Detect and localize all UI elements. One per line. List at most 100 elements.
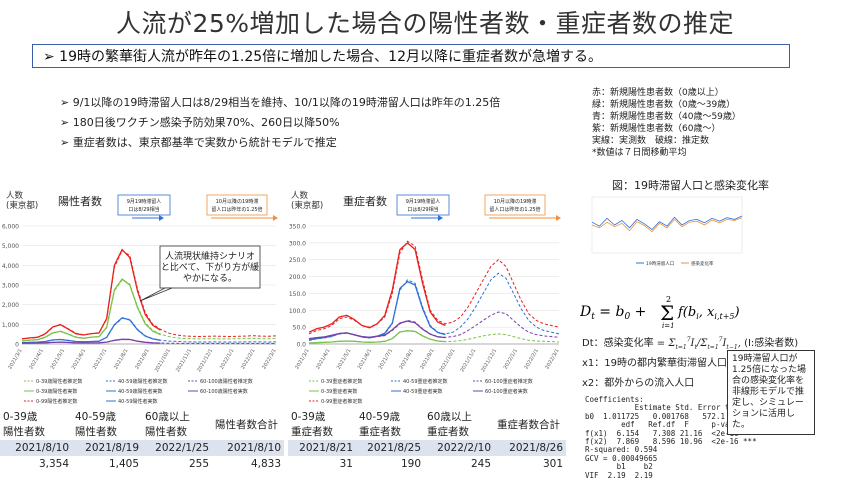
- annotation-box: [206, 194, 268, 216]
- model-formula: Dt = b0 + 2 Σ i=1 f(bi, xi,t+5): [579, 295, 740, 330]
- table1-date-3: 2021/8/10: [212, 440, 284, 456]
- legend-item: 60-100重症者実数: [485, 388, 528, 395]
- dt-label: Dt：感染変化率 =: [582, 338, 666, 349]
- x-tick-label: 2021/7/1: [378, 348, 394, 370]
- arrow-head: [273, 215, 278, 221]
- x-tick-label: 2021/3/1: [294, 348, 310, 370]
- table2-date-3: 2021/8/26: [494, 440, 566, 456]
- legend-note-moving-average: *数値は７日間移動平均: [592, 148, 687, 158]
- annotation-text: 9月19時滞留人: [127, 198, 162, 205]
- table1-date-0: 2021/8/10: [0, 440, 72, 456]
- bullet-1: ➢ 9/1以降の19時滞留人口は8/29相当を維持、10/1以降の19時滞留人口…: [60, 96, 501, 109]
- series-line: [308, 272, 560, 342]
- callout-box: [159, 245, 261, 289]
- mobility-chart-title: 図：19時滞留人口と感染変化率: [612, 179, 769, 192]
- legend-note-red: 赤：新規陽性患者数（0歳以上）: [592, 88, 724, 98]
- x2-definition: x2：都外からの流入人口: [582, 378, 695, 389]
- series-line: [21, 278, 161, 342]
- legend-item: 40-59重症者推定数: [403, 378, 448, 385]
- x-tick-label: 2021/10/1: [154, 348, 172, 373]
- chart-title: 陽性者数: [58, 194, 102, 208]
- bullet-3: ➢ 重症者数は、東京都基準で実数から統計モデルで推定: [60, 136, 337, 149]
- svg-text:Σ: Σ: [660, 301, 674, 325]
- legend-item: 0-39歳陽性者推定数: [36, 378, 82, 385]
- legend-item: 0-99陽性者推定数: [36, 398, 77, 405]
- x-tick-label: 2021/6/1: [71, 348, 87, 370]
- callout-text: と比べて、下がり方が緩: [161, 261, 259, 273]
- series-line: [21, 248, 161, 340]
- y-tick-label: 350.0: [289, 224, 306, 231]
- y-tick-label: 50.0: [293, 325, 307, 332]
- legend-note-line-style: 実線：実測数 破線：推定数: [592, 136, 710, 146]
- table2-value-3: 301: [494, 456, 566, 472]
- table2-header-60plus: 60歳以上 重症者数: [424, 410, 494, 440]
- table1-header-0-39: 0-39歳 陽性者数: [0, 410, 72, 440]
- table1-value-3: 4,833: [212, 456, 284, 472]
- legend-item: 40-59歳陽性者推定数: [118, 378, 168, 385]
- legend-note-purple: 紫：新規陽性患者数（60歳～）: [592, 124, 721, 134]
- table1-date-2: 2022/1/25: [142, 440, 212, 456]
- annotation-box: [484, 194, 546, 216]
- callout-text: 人流現状維持シナリオ: [165, 250, 255, 262]
- mobility-infection-chart: 19時滞留人口 感染変化率: [591, 196, 743, 267]
- table-row: 3,354 1,405 255 4,833: [0, 456, 284, 472]
- arrow-head: [556, 215, 561, 221]
- x-tick-label: 2021/12/1: [196, 348, 214, 373]
- formula-text: Dt = b0 +: [579, 304, 646, 322]
- summary-banner: ➢ 19時の繁華街人流が昨年の1.25倍に増加した場合、12月以降に重症者数が急…: [32, 44, 790, 68]
- series-line: [591, 217, 743, 233]
- x-tick-label: 2021/11/1: [175, 348, 193, 373]
- legend-item: 60-100歳陽性者実数: [200, 388, 248, 395]
- x-tick-label: 2022/3/1: [261, 348, 277, 370]
- x-tick-label: 2021/5/1: [50, 348, 66, 370]
- table1-header-40-59: 40-59歳 陽性者数: [72, 410, 142, 440]
- series-line: [308, 330, 446, 344]
- series-line: [591, 215, 743, 231]
- y-tick-label: 3,000: [2, 283, 19, 290]
- annotation-box: [396, 194, 450, 216]
- legend-item: 0-39重症者推定数: [321, 378, 362, 385]
- color-legend-notes: 赤：新規陽性患者数（0歳以上） 緑：新規陽性患者数（0歳～39歳） 青：新規陽性…: [592, 87, 741, 159]
- legend-item: 感染変化率: [691, 260, 714, 267]
- x-tick-label: 2021/9/1: [134, 348, 150, 370]
- legend-item: 0-39歳陽性者実数: [36, 388, 77, 395]
- series-line: [21, 279, 277, 342]
- x-tick-label: 2021/12/1: [480, 348, 498, 373]
- severe-cases-chart: 人数(東京都) 重症者数 0.0 50.0 100.0 150.0 200.0 250.0 30…: [289, 190, 561, 405]
- callout-text: やかになる。: [183, 273, 237, 284]
- legend-item: 40-59歳陽性者実数: [118, 388, 163, 395]
- annotation-text: 口は8/29相当: [407, 206, 438, 213]
- legend-item: 60-100歳陽性者推定数: [200, 378, 253, 385]
- positive-summary-table: 0-39歳 陽性者数 40-59歳 陽性者数 60歳以上 陽性者数 陽性者数合計…: [0, 410, 284, 472]
- y-axis-label: (東京都): [291, 200, 323, 211]
- x-tick-label: 2021/8/1: [113, 348, 129, 370]
- svg-text:2: 2: [666, 295, 671, 304]
- y-axis-label: 人数: [6, 190, 24, 201]
- x-tick-label: 2022/1/1: [219, 348, 235, 370]
- x-tick-label: 2021/10/1: [439, 348, 457, 373]
- y-tick-label: 6,000: [2, 224, 19, 231]
- chart-title: 重症者数: [343, 194, 387, 208]
- table-row: 31 190 245 301: [288, 456, 566, 472]
- legend-item: 60-100重症者推定数: [485, 378, 533, 385]
- table2-header-0-39: 0-39歳 重症者数: [288, 410, 356, 440]
- y-tick-label: 0.0: [296, 342, 306, 349]
- table1-value-1: 1,405: [72, 456, 142, 472]
- x-tick-label: 2022/2/1: [240, 348, 256, 370]
- annotation-box: [117, 194, 171, 216]
- table2-header-total: 重症者数合計: [494, 410, 566, 440]
- table-row: 2021/8/10 2021/8/19 2022/1/25 2021/8/10: [0, 440, 284, 456]
- legend-item: 0-39重症者実数: [321, 388, 357, 395]
- series-line: [21, 338, 161, 344]
- x-tick-label: 2021/4/1: [315, 348, 331, 370]
- x-tick-label: 2021/3/1: [7, 348, 23, 370]
- legend-note-blue: 青：新規陽性患者数（40歳～59歳）: [592, 112, 741, 122]
- table1-value-2: 255: [142, 456, 212, 472]
- series-line: [21, 317, 161, 344]
- annotation-text: 口は8/29相当: [128, 206, 159, 213]
- y-tick-label: 200.0: [289, 274, 306, 281]
- table1-date-1: 2021/8/19: [72, 440, 142, 456]
- page-title: 人流が25%増加した場合の陽性者数・重症者数の推定: [115, 9, 735, 38]
- annotation-text: 留人口は昨年の1.25倍: [211, 206, 262, 213]
- x-tick-label: 2021/9/1: [419, 348, 435, 370]
